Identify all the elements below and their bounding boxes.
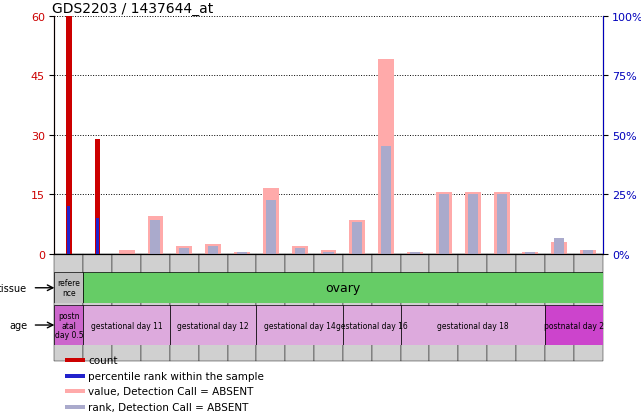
Bar: [410, 252, 420, 254]
Text: rank, Detection Call = ABSENT: rank, Detection Call = ABSENT: [88, 401, 249, 412]
Text: tissue: tissue: [0, 283, 27, 293]
Bar: [429, 254, 458, 361]
Text: postnatal day 2: postnatal day 2: [544, 321, 604, 330]
Text: gestational day 14: gestational day 14: [264, 321, 335, 330]
Bar: [83, 306, 170, 345]
Text: gestational day 12: gestational day 12: [178, 321, 249, 330]
Bar: [468, 195, 478, 254]
Bar: [256, 306, 343, 345]
Bar: [285, 254, 314, 361]
Text: value, Detection Call = ABSENT: value, Detection Call = ABSENT: [88, 386, 254, 396]
Text: refere
nce: refere nce: [58, 279, 80, 297]
Bar: [324, 252, 333, 254]
Bar: [67, 206, 71, 254]
Bar: [516, 254, 545, 361]
Text: gestational day 18: gestational day 18: [437, 321, 508, 330]
Bar: [65, 389, 85, 393]
Bar: [574, 254, 603, 361]
Bar: [147, 216, 163, 254]
Bar: [228, 254, 256, 361]
Bar: [54, 273, 83, 304]
Bar: [401, 306, 545, 345]
Bar: [65, 358, 85, 363]
Text: percentile rank within the sample: percentile rank within the sample: [88, 371, 264, 381]
Bar: [205, 244, 221, 254]
Bar: [580, 250, 596, 254]
Bar: [292, 246, 308, 254]
Bar: [343, 254, 372, 361]
Bar: [95, 139, 101, 254]
Bar: [208, 246, 218, 254]
Bar: [65, 374, 85, 378]
Bar: [295, 248, 304, 254]
Bar: [487, 254, 516, 361]
Bar: [458, 254, 487, 361]
Bar: [263, 189, 279, 254]
Bar: [66, 17, 72, 254]
Bar: [119, 251, 135, 254]
Text: gestational day 11: gestational day 11: [91, 321, 162, 330]
Text: GDS2203 / 1437644_at: GDS2203 / 1437644_at: [52, 2, 213, 16]
Bar: [266, 201, 276, 254]
Text: gestational day 16: gestational day 16: [336, 321, 408, 330]
Bar: [176, 246, 192, 254]
Text: age: age: [9, 320, 27, 330]
Bar: [54, 254, 83, 361]
Bar: [320, 250, 337, 254]
Bar: [179, 248, 189, 254]
Bar: [551, 242, 567, 254]
Bar: [96, 218, 99, 254]
Bar: [343, 306, 401, 345]
Bar: [141, 254, 170, 361]
Bar: [170, 306, 256, 345]
Bar: [545, 254, 574, 361]
Bar: [199, 254, 228, 361]
Bar: [436, 192, 452, 254]
Bar: [378, 60, 394, 254]
Bar: [237, 252, 247, 254]
Text: postn
atal
day 0.5: postn atal day 0.5: [54, 311, 83, 339]
Bar: [349, 221, 365, 254]
Bar: [522, 252, 538, 254]
Bar: [353, 222, 362, 254]
Text: count: count: [88, 356, 118, 366]
Bar: [54, 306, 83, 345]
Bar: [234, 252, 250, 254]
Text: ovary: ovary: [326, 282, 360, 294]
Bar: [401, 254, 429, 361]
Bar: [554, 238, 564, 254]
Bar: [65, 405, 85, 408]
Bar: [583, 250, 593, 254]
Bar: [526, 252, 535, 254]
Bar: [439, 195, 449, 254]
Bar: [83, 254, 112, 361]
Bar: [256, 254, 285, 361]
Bar: [170, 254, 199, 361]
Bar: [381, 147, 391, 254]
Bar: [494, 192, 510, 254]
Bar: [314, 254, 343, 361]
Bar: [151, 221, 160, 254]
Bar: [545, 306, 603, 345]
Bar: [407, 252, 423, 254]
Bar: [372, 254, 401, 361]
Bar: [497, 195, 506, 254]
Bar: [112, 254, 141, 361]
Bar: [465, 192, 481, 254]
